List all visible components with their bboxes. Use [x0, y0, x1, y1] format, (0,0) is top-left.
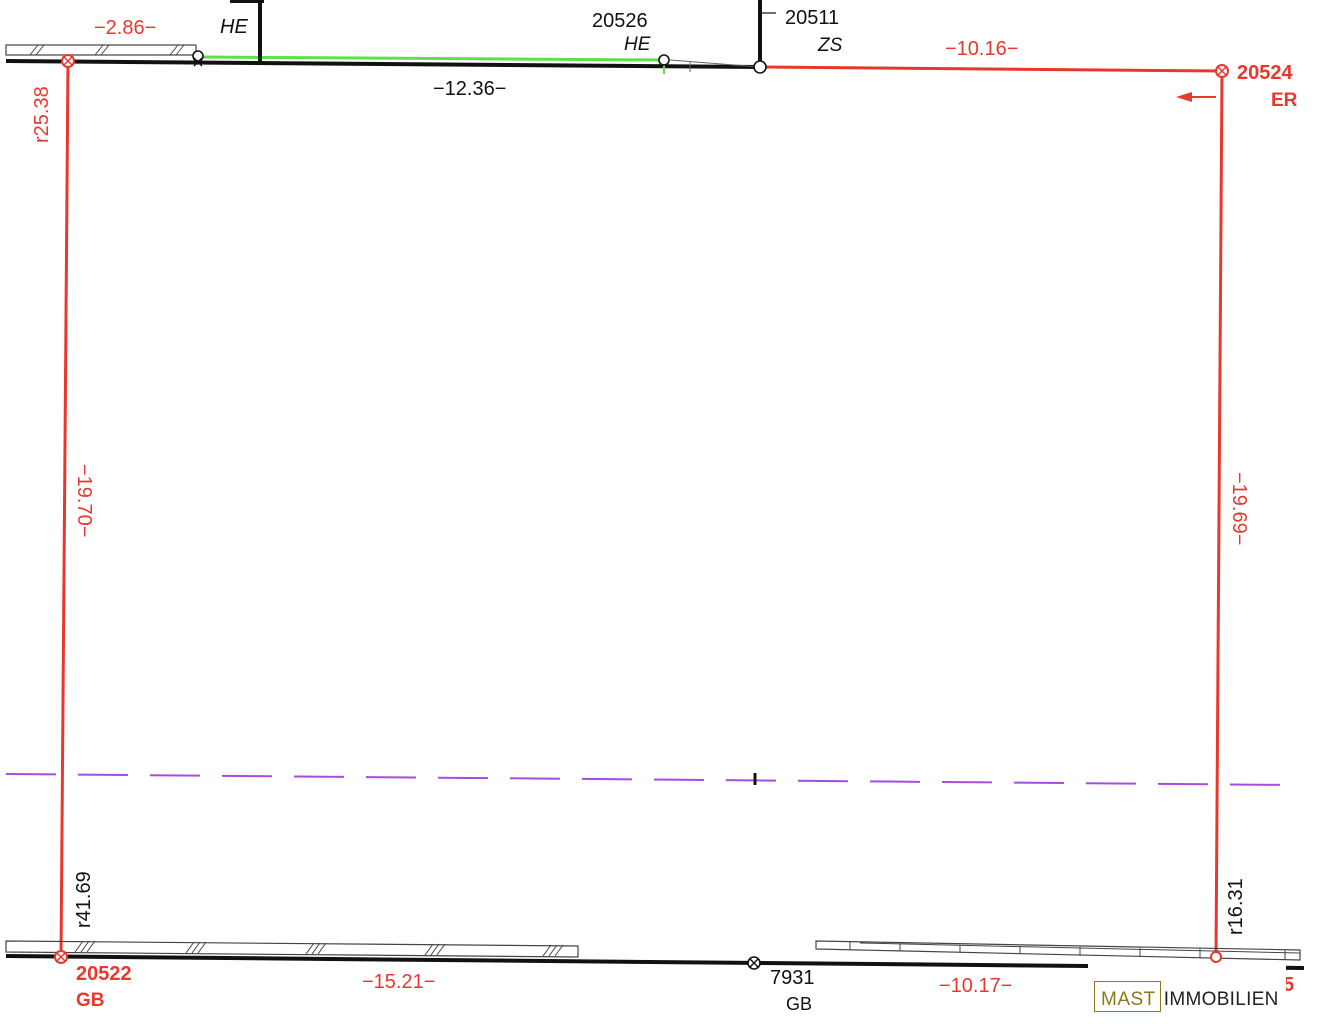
point-7931-code: GB [786, 994, 812, 1014]
point-20522-number: 20522 [76, 963, 132, 985]
left-radius-bottom: r41.69 [73, 871, 95, 928]
top-left-hatch-band [5, 44, 197, 56]
point-7931-number: 7931 [770, 967, 815, 989]
logo-rest: IMMOBILIEN [1163, 989, 1279, 1010]
top-existing-boundary [5, 59, 761, 69]
bottom-left-hatch-band [5, 940, 579, 958]
bottom-existing-boundary [5, 954, 1305, 970]
top-left-dimension: −2.86− [94, 17, 156, 39]
left-boundary-red [59, 60, 70, 958]
left-radius-top: r25.38 [31, 86, 53, 143]
point-20522-code: GB [76, 990, 105, 1011]
right-radius-bottom: r16.31 [1225, 878, 1247, 935]
point-marker-20511 [753, 60, 767, 74]
top-right-dimension: −10.16− [945, 38, 1018, 60]
point-20511-code: ZS [817, 35, 843, 56]
left-boundary-dimension: −19.70− [73, 464, 95, 537]
bottom-right-hatch-band [815, 940, 1301, 961]
point-marker-bottom-right [1210, 951, 1222, 963]
bottom-right-dimension: −10.17− [939, 975, 1012, 997]
point-marker-20522 [54, 950, 68, 964]
right-boundary-dimension: −19.69− [1228, 472, 1250, 545]
point-20526-number: 20526 [592, 10, 648, 32]
purple-dashed-line [5, 773, 1293, 786]
top-left-code: HE [220, 16, 248, 38]
point-marker-top-hatch [192, 50, 204, 67]
point-marker-20524 [1215, 64, 1229, 78]
point-marker-top-left [61, 54, 75, 68]
logo-brand: MAST [1094, 980, 1161, 1012]
top-black-dimension: −12.36− [433, 78, 506, 100]
top-right-boundary-red [759, 65, 1223, 73]
point-20524-number: 20524 [1237, 62, 1293, 84]
point-20526-code: HE [624, 34, 651, 55]
point-marker-20526 [658, 54, 670, 66]
partial-point-number: 5 [1283, 974, 1294, 996]
mast-immobilien-logo: MAST IMMOBILIEN [1088, 964, 1286, 1028]
point-20511-number: 20511 [785, 7, 839, 29]
arrow-left-icon [1176, 92, 1216, 102]
bottom-left-dimension: −15.21− [362, 971, 435, 993]
right-boundary-red [1214, 70, 1224, 958]
point-20524-code: ER [1271, 90, 1298, 111]
point-marker-7931 [747, 956, 761, 970]
green-highlight-segment [201, 55, 665, 62]
